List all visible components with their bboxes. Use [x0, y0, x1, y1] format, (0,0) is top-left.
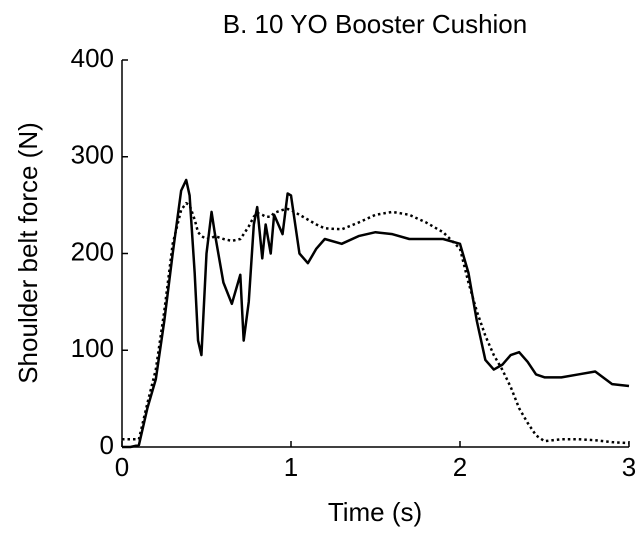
y-tick-label: 100	[71, 333, 114, 363]
y-tick-label: 0	[100, 430, 114, 460]
x-tick-label: 1	[284, 452, 298, 482]
x-axis-label: Time (s)	[328, 497, 422, 527]
chart-title: B. 10 YO Booster Cushion	[223, 9, 527, 39]
x-tick-label: 3	[622, 452, 636, 482]
data-line	[122, 178, 630, 449]
x-tick-label: 2	[453, 452, 467, 482]
x-tick-label: 0	[115, 452, 129, 482]
y-axis-label: Shoulder belt force (N)	[13, 122, 43, 384]
data-line	[122, 201, 630, 445]
y-tick-label: 400	[71, 43, 114, 73]
y-tick-label: 200	[71, 236, 114, 266]
y-tick-label: 300	[71, 140, 114, 170]
